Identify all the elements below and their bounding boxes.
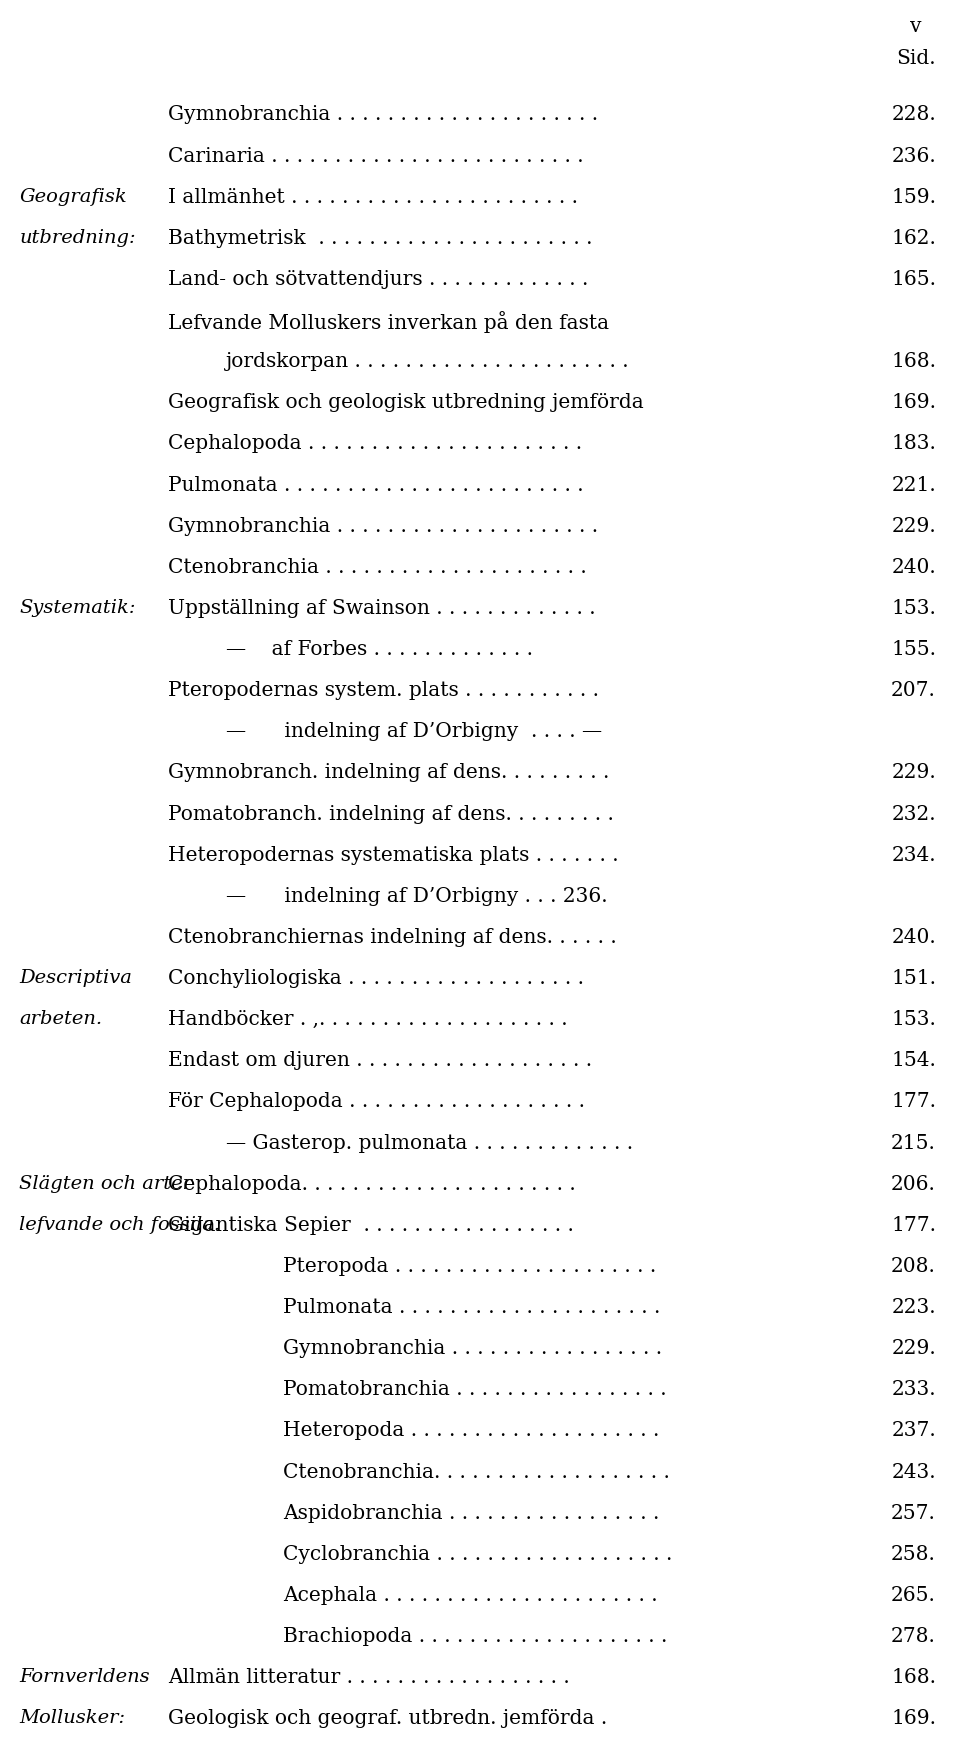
Text: utbredning:: utbredning: [19, 229, 135, 247]
Text: 168.: 168. [891, 1668, 936, 1687]
Text: 208.: 208. [891, 1256, 936, 1276]
Text: 155.: 155. [891, 640, 936, 660]
Text: 151.: 151. [891, 970, 936, 989]
Text: 169.: 169. [891, 394, 936, 413]
Text: 154.: 154. [891, 1052, 936, 1071]
Text: Pteropodernas system. plats . . . . . . . . . . .: Pteropodernas system. plats . . . . . . … [168, 681, 599, 700]
Text: 177.: 177. [891, 1092, 936, 1111]
Text: Bathymetrisk  . . . . . . . . . . . . . . . . . . . . . .: Bathymetrisk . . . . . . . . . . . . . .… [168, 229, 592, 248]
Text: 162.: 162. [891, 229, 936, 248]
Text: jordskorpan . . . . . . . . . . . . . . . . . . . . . .: jordskorpan . . . . . . . . . . . . . . … [226, 352, 629, 371]
Text: arbeten.: arbeten. [19, 1010, 103, 1029]
Text: För Cephalopoda . . . . . . . . . . . . . . . . . . .: För Cephalopoda . . . . . . . . . . . . … [168, 1092, 585, 1111]
Text: 278.: 278. [891, 1628, 936, 1647]
Text: Aspidobranchia . . . . . . . . . . . . . . . . .: Aspidobranchia . . . . . . . . . . . . .… [283, 1503, 660, 1522]
Text: Pulmonata . . . . . . . . . . . . . . . . . . . . . . . .: Pulmonata . . . . . . . . . . . . . . . … [168, 476, 584, 495]
Text: Fornverldens: Fornverldens [19, 1668, 150, 1687]
Text: —    af Forbes . . . . . . . . . . . . .: — af Forbes . . . . . . . . . . . . . [226, 640, 533, 660]
Text: Uppställning af Swainson . . . . . . . . . . . . .: Uppställning af Swainson . . . . . . . .… [168, 598, 595, 618]
Text: 221.: 221. [891, 476, 936, 495]
Text: 183.: 183. [891, 434, 936, 453]
Text: —      indelning af D’Orbigny . . . 236.: — indelning af D’Orbigny . . . 236. [226, 887, 608, 906]
Text: v: v [910, 18, 922, 37]
Text: 237.: 237. [891, 1421, 936, 1440]
Text: Cephalopoda. . . . . . . . . . . . . . . . . . . . . .: Cephalopoda. . . . . . . . . . . . . . .… [168, 1174, 576, 1194]
Text: Gymnobranchia . . . . . . . . . . . . . . . . .: Gymnobranchia . . . . . . . . . . . . . … [283, 1339, 662, 1358]
Text: 223.: 223. [892, 1298, 936, 1318]
Text: lefvande och fossila.: lefvande och fossila. [19, 1216, 221, 1234]
Text: Pulmonata . . . . . . . . . . . . . . . . . . . . .: Pulmonata . . . . . . . . . . . . . . . … [283, 1298, 660, 1318]
Text: 233.: 233. [892, 1381, 936, 1400]
Text: Gigantiska Sepier  . . . . . . . . . . . . . . . . .: Gigantiska Sepier . . . . . . . . . . . … [168, 1216, 574, 1236]
Text: Ctenobranchia . . . . . . . . . . . . . . . . . . . . .: Ctenobranchia . . . . . . . . . . . . . … [168, 558, 587, 578]
Text: 206.: 206. [891, 1174, 936, 1194]
Text: Gymnobranch. indelning af dens. . . . . . . . .: Gymnobranch. indelning af dens. . . . . … [168, 763, 610, 782]
Text: 265.: 265. [891, 1586, 936, 1605]
Text: Gymnobranchia . . . . . . . . . . . . . . . . . . . . .: Gymnobranchia . . . . . . . . . . . . . … [168, 516, 598, 536]
Text: —      indelning af D’Orbigny  . . . . —: — indelning af D’Orbigny . . . . — [226, 723, 602, 742]
Text: 215.: 215. [891, 1134, 936, 1153]
Text: Endast om djuren . . . . . . . . . . . . . . . . . . .: Endast om djuren . . . . . . . . . . . .… [168, 1052, 592, 1071]
Text: Pomatobranchia . . . . . . . . . . . . . . . . .: Pomatobranchia . . . . . . . . . . . . .… [283, 1381, 667, 1400]
Text: 243.: 243. [892, 1463, 936, 1482]
Text: Pteropoda . . . . . . . . . . . . . . . . . . . . .: Pteropoda . . . . . . . . . . . . . . . … [283, 1256, 657, 1276]
Text: Carinaria . . . . . . . . . . . . . . . . . . . . . . . . .: Carinaria . . . . . . . . . . . . . . . … [168, 147, 584, 166]
Text: 177.: 177. [891, 1216, 936, 1236]
Text: 229.: 229. [891, 516, 936, 536]
Text: Slägten och arter: Slägten och arter [19, 1174, 192, 1194]
Text: Allmän litteratur . . . . . . . . . . . . . . . . . .: Allmän litteratur . . . . . . . . . . . … [168, 1668, 569, 1687]
Text: 207.: 207. [891, 681, 936, 700]
Text: 153.: 153. [891, 1010, 936, 1029]
Text: Ctenobranchia. . . . . . . . . . . . . . . . . . .: Ctenobranchia. . . . . . . . . . . . . .… [283, 1463, 670, 1482]
Text: Systematik:: Systematik: [19, 598, 135, 618]
Text: Pomatobranch. indelning af dens. . . . . . . . .: Pomatobranch. indelning af dens. . . . .… [168, 805, 613, 824]
Text: Heteropodernas systematiska plats . . . . . . .: Heteropodernas systematiska plats . . . … [168, 845, 618, 864]
Text: Land- och sötvattendjurs . . . . . . . . . . . . .: Land- och sötvattendjurs . . . . . . . .… [168, 270, 588, 289]
Text: Lefvande Molluskers inverkan på den fasta: Lefvande Molluskers inverkan på den fast… [168, 312, 610, 332]
Text: Mollusker:: Mollusker: [19, 1710, 126, 1727]
Text: Heteropoda . . . . . . . . . . . . . . . . . . . .: Heteropoda . . . . . . . . . . . . . . .… [283, 1421, 660, 1440]
Text: Conchyliologiska . . . . . . . . . . . . . . . . . . .: Conchyliologiska . . . . . . . . . . . .… [168, 970, 584, 989]
Text: Cephalopoda . . . . . . . . . . . . . . . . . . . . . .: Cephalopoda . . . . . . . . . . . . . . … [168, 434, 582, 453]
Text: — Gasterop. pulmonata . . . . . . . . . . . . .: — Gasterop. pulmonata . . . . . . . . . … [226, 1134, 633, 1153]
Text: 240.: 240. [891, 558, 936, 578]
Text: 234.: 234. [892, 845, 936, 864]
Text: 169.: 169. [891, 1710, 936, 1729]
Text: 232.: 232. [892, 805, 936, 824]
Text: Handböcker . ,. . . . . . . . . . . . . . . . . . . .: Handböcker . ,. . . . . . . . . . . . . … [168, 1010, 567, 1029]
Text: 165.: 165. [891, 270, 936, 289]
Text: Brachiopoda . . . . . . . . . . . . . . . . . . . .: Brachiopoda . . . . . . . . . . . . . . … [283, 1628, 667, 1647]
Text: 159.: 159. [891, 187, 936, 206]
Text: 257.: 257. [891, 1503, 936, 1522]
Text: Ctenobranchiernas indelning af dens. . . . . .: Ctenobranchiernas indelning af dens. . .… [168, 928, 616, 947]
Text: Geografisk och geologisk utbredning jemförda: Geografisk och geologisk utbredning jemf… [168, 394, 644, 413]
Text: Geologisk och geograf. utbredn. jemförda .: Geologisk och geograf. utbredn. jemförda… [168, 1710, 608, 1729]
Text: Acephala . . . . . . . . . . . . . . . . . . . . . .: Acephala . . . . . . . . . . . . . . . .… [283, 1586, 658, 1605]
Text: 168.: 168. [891, 352, 936, 371]
Text: 229.: 229. [891, 1339, 936, 1358]
Text: 240.: 240. [891, 928, 936, 947]
Text: 258.: 258. [891, 1545, 936, 1564]
Text: 229.: 229. [891, 763, 936, 782]
Text: 228.: 228. [891, 105, 936, 124]
Text: I allmänhet . . . . . . . . . . . . . . . . . . . . . . .: I allmänhet . . . . . . . . . . . . . . … [168, 187, 578, 206]
Text: 236.: 236. [891, 147, 936, 166]
Text: Gymnobranchia . . . . . . . . . . . . . . . . . . . . .: Gymnobranchia . . . . . . . . . . . . . … [168, 105, 598, 124]
Text: 153.: 153. [891, 598, 936, 618]
Text: Geografisk: Geografisk [19, 187, 127, 206]
Text: Cyclobranchia . . . . . . . . . . . . . . . . . . .: Cyclobranchia . . . . . . . . . . . . . … [283, 1545, 673, 1564]
Text: Descriptiva: Descriptiva [19, 970, 132, 987]
Text: Sid.: Sid. [897, 49, 936, 68]
